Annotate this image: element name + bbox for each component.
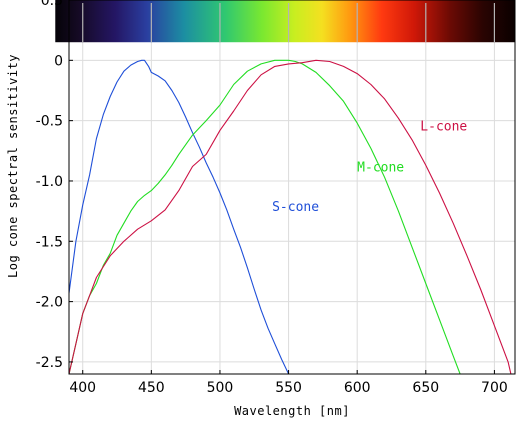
series-label-s-cone: S-cone [272, 200, 319, 215]
x-tick-label-700: 700 [481, 380, 508, 396]
y-tick-label-1: -1.0 [36, 174, 63, 190]
x-tick-label-550: 550 [275, 380, 302, 396]
x-tick-label-600: 600 [344, 380, 371, 396]
y-tick-label-2: -2.0 [36, 295, 63, 311]
curve-group [69, 59, 512, 374]
x-axis-label: Wavelength [nm] [234, 404, 350, 418]
plot-background [69, 0, 515, 374]
y-tick-label-0-5: 0.5 [41, 0, 63, 9]
y-tick-label-2-5: -2.5 [36, 355, 63, 371]
x-tick-label-400: 400 [69, 380, 96, 396]
spectrum-dividers [82, 3, 496, 43]
series-line-l-cone [69, 59, 512, 374]
grid-lines [69, 0, 515, 374]
y-tick-label-0-5: -0.5 [36, 114, 63, 130]
y-tick-label-1-5: -1.5 [36, 234, 63, 250]
y-axis-label: Log cone spectral sensitivity [6, 54, 20, 278]
x-tick-label-650: 650 [412, 380, 439, 396]
y-tick-label-0: 0 [54, 53, 63, 69]
x-tick-label-450: 450 [138, 380, 165, 396]
curve-labels: S-cone M-cone L-cone [272, 119, 467, 215]
series-label-l-cone: L-cone [420, 119, 467, 134]
x-tick-label-500: 500 [207, 380, 234, 396]
series-label-m-cone: M-cone [357, 160, 404, 175]
plot-frame [68, 0, 516, 375]
y-axis-ticks: 0.5 0 -0.5 -1.0 -1.5 -2.0 -2.5 [36, 0, 73, 371]
visible-spectrum-bar [55, 0, 516, 43]
x-axis-ticks: 400 450 500 550 600 650 700 [69, 370, 508, 396]
series-line-m-cone [69, 59, 461, 374]
series-line-s-cone [69, 59, 290, 374]
